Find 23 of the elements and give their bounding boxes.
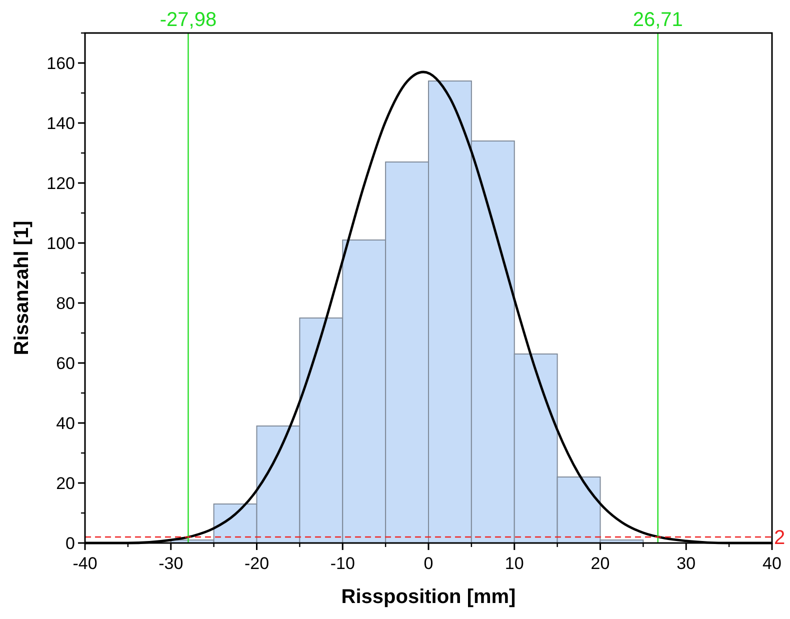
- x-tick-label: -20: [244, 554, 270, 573]
- x-tick-label: -40: [72, 554, 98, 573]
- y-tick-label: 80: [56, 294, 75, 313]
- x-tick-label: 10: [504, 554, 524, 573]
- y-tick-label: 160: [46, 54, 75, 73]
- y-axis-title: Rissanzahl [1]: [11, 220, 33, 356]
- y-tick-label: 0: [66, 534, 75, 553]
- x-axis-title: Rissposition [mm]: [341, 586, 516, 608]
- x-tick-label: 40: [762, 554, 782, 573]
- y-tick-label: 100: [46, 234, 75, 253]
- y-tick-label: 60: [56, 354, 75, 373]
- ref-line-label: -27,98: [160, 9, 217, 31]
- y-tick-label: 120: [46, 174, 75, 193]
- ref-line-label: 2: [774, 527, 786, 549]
- y-tick-label: 20: [56, 474, 75, 493]
- y-tick-label: 40: [56, 414, 75, 433]
- x-tick-label: 0: [424, 554, 434, 573]
- x-tick-label: -10: [330, 554, 355, 573]
- x-tick-label: -30: [158, 554, 184, 573]
- x-tick-label: 30: [676, 554, 696, 573]
- ref-line-label: 26,71: [632, 9, 683, 31]
- y-tick-label: 140: [46, 114, 75, 133]
- x-tick-label: 20: [590, 554, 610, 573]
